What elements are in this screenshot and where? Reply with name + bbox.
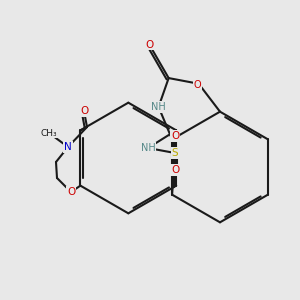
Text: O: O (171, 131, 179, 141)
Text: CH₃: CH₃ (41, 128, 57, 137)
Text: NH: NH (141, 143, 155, 153)
Text: O: O (80, 106, 88, 116)
Text: O: O (194, 80, 201, 90)
Text: N: N (64, 142, 72, 152)
Text: O: O (171, 165, 179, 175)
Text: NH: NH (151, 102, 166, 112)
Text: O: O (145, 40, 153, 50)
Text: S: S (172, 148, 178, 158)
Text: O: O (67, 187, 75, 197)
